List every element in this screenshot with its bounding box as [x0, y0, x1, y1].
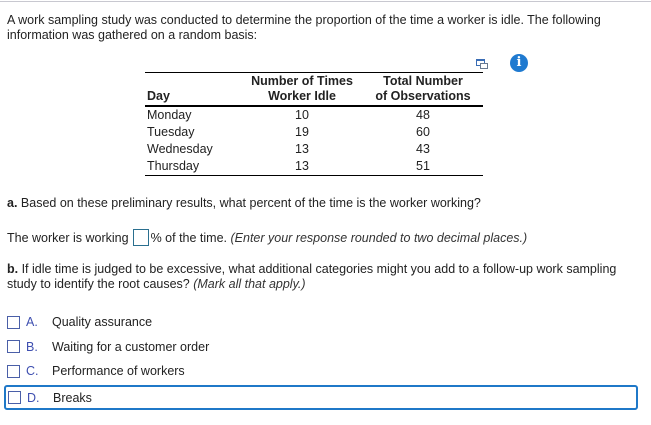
cell-idle: 19 — [295, 125, 309, 139]
header-idle: Number of Times Worker Idle — [251, 74, 353, 103]
option-letter: B. — [26, 339, 38, 354]
option-label: Breaks — [53, 390, 92, 405]
percent-working-input[interactable] — [132, 229, 149, 246]
part-a-text: Based on these preliminary results, what… — [17, 196, 481, 210]
checkbox-icon[interactable] — [7, 364, 20, 378]
option-c[interactable]: C. Performance of workers — [5, 360, 638, 382]
option-letter: D. — [27, 390, 40, 405]
cell-total: 51 — [416, 159, 430, 173]
checkbox-icon[interactable] — [8, 391, 21, 405]
part-b-text: If idle time is judged to be excessive, … — [7, 262, 617, 291]
option-label: Performance of workers — [52, 364, 185, 379]
cell-day: Wednesday — [147, 142, 213, 156]
top-divider — [0, 1, 651, 2]
answer-suffix: % of the time. — [150, 230, 228, 245]
work-sampling-table: Day Number of Times Worker Idle Total Nu… — [145, 72, 483, 176]
answer-options: A. Quality assurance B. Waiting for a cu… — [4, 311, 638, 413]
part-a-question: a. Based on these preliminary results, w… — [7, 196, 481, 210]
checkbox-icon[interactable] — [7, 340, 20, 354]
cell-day: Tuesday — [147, 125, 195, 139]
popout-window-icon[interactable] — [476, 58, 488, 70]
cell-total: 43 — [416, 142, 430, 156]
cell-total: 48 — [416, 108, 430, 122]
table-header-row: Day Number of Times Worker Idle Total Nu… — [145, 73, 483, 106]
option-label: Waiting for a customer order — [52, 339, 210, 354]
option-b[interactable]: B. Waiting for a customer order — [5, 336, 638, 358]
table-row: Wednesday 13 43 — [145, 141, 483, 158]
cell-day: Thursday — [147, 159, 200, 173]
answer-hint: (Enter your response rounded to two deci… — [230, 230, 528, 245]
part-a-answer-line: The worker is working % of the time. (En… — [7, 229, 527, 246]
problem-toolbar: i — [470, 54, 540, 74]
table-row: Tuesday 19 60 — [145, 124, 483, 141]
problem-intro: A work sampling study was conducted to d… — [7, 13, 601, 42]
option-letter: C. — [26, 364, 39, 379]
cell-day: Monday — [147, 108, 192, 122]
table-row: Monday 10 48 — [145, 106, 483, 124]
cell-idle: 10 — [295, 108, 309, 122]
cell-total: 60 — [416, 125, 430, 139]
cell-idle: 13 — [295, 142, 309, 156]
info-icon[interactable]: i — [510, 54, 528, 72]
header-total: Total Number of Observations — [375, 74, 471, 103]
part-b-letter: b. — [7, 262, 19, 276]
checkbox-icon[interactable] — [7, 315, 20, 329]
option-a[interactable]: A. Quality assurance — [5, 311, 638, 333]
answer-prefix: The worker is working — [7, 230, 129, 245]
table-row: Thursday 13 51 — [145, 158, 483, 176]
part-b-question: b. If idle time is judged to be excessiv… — [7, 262, 637, 292]
option-letter: A. — [26, 315, 38, 329]
part-a-letter: a. — [7, 196, 18, 210]
cell-idle: 13 — [295, 159, 309, 173]
option-d[interactable]: D. Breaks — [4, 385, 638, 411]
option-label: Quality assurance — [52, 315, 153, 329]
header-day: Day — [147, 89, 170, 103]
part-b-hint: (Mark all that apply.) — [193, 277, 306, 291]
